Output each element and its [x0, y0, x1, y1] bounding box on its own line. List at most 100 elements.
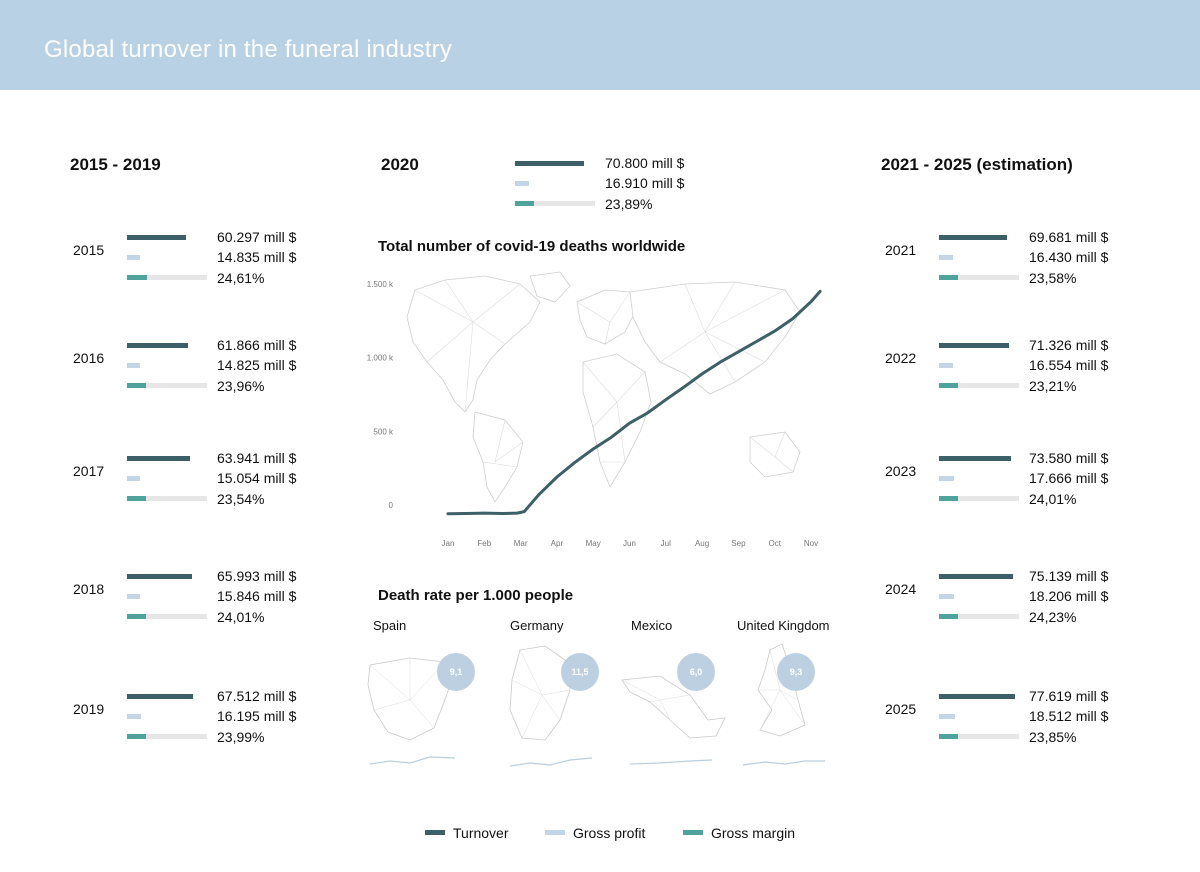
legend-swatch-gross-profit — [545, 830, 565, 835]
year-2021-gross-margin-value: 23,58% — [1029, 270, 1077, 286]
year-2016-gross-margin-track — [127, 383, 207, 388]
legend-label-turnover: Turnover — [453, 825, 509, 841]
south-america-shape — [472, 411, 524, 503]
country-maps — [367, 643, 825, 767]
year-2025-gross-margin-track — [939, 734, 1019, 739]
year-2024-gross-margin-bar — [939, 614, 958, 619]
spain-trend-line — [369, 756, 456, 765]
greenland-shape — [529, 271, 571, 303]
x-tick-label: Apr — [551, 539, 564, 548]
year-2024-gross-profit-value: 18.206 mill $ — [1029, 588, 1109, 604]
x-tick-label: May — [586, 539, 601, 548]
year-2022-turnover-value: 71.326 mill $ — [1029, 337, 1109, 353]
year-2025-year-label: 2025 — [885, 701, 917, 717]
year-2024-gross-margin-track — [939, 614, 1019, 619]
year-2022-gross-margin-bar — [939, 383, 958, 388]
year-2018-year-label: 2018 — [73, 581, 105, 597]
year-2023-gross-profit-bar — [939, 476, 954, 481]
year-2024-gross-profit-bar — [939, 594, 954, 599]
covid-chart-title: Total number of covid-19 deaths worldwid… — [378, 238, 686, 255]
year-2019-gross-margin-value: 23,99% — [217, 729, 265, 745]
year-2021-turnover-bar — [939, 235, 1007, 240]
australia-shape — [749, 431, 801, 478]
x-tick-label: Jul — [661, 539, 671, 548]
year-2017-year-label: 2017 — [73, 463, 105, 479]
asia-shape — [629, 281, 801, 395]
y-tick-label: 1.000 k — [367, 354, 394, 363]
year-2023-gross-margin-value: 24,01% — [1029, 491, 1077, 507]
year-2024-turnover-bar — [939, 574, 1013, 579]
death-rate-title: Death rate per 1.000 people — [378, 587, 574, 604]
year-2023-gross-margin-track — [939, 496, 1019, 501]
mexico-trend-line — [629, 759, 713, 765]
country-mesh-lines — [369, 649, 806, 739]
year-2019-gross-margin-track — [127, 734, 207, 739]
year-2017-turnover-value: 63.941 mill $ — [217, 450, 297, 466]
year-2024-gross-margin-value: 24,23% — [1029, 609, 1077, 625]
year-2025-gross-profit-value: 18.512 mill $ — [1029, 708, 1109, 724]
year-2022-year-label: 2022 — [885, 350, 917, 366]
covid-deaths-chart: 0 500 k 1.000 k 1.500 k Jan Feb Mar Apr May Jun J… — [367, 271, 822, 548]
x-tick-label: Mar — [514, 539, 528, 548]
year-2016-year-label: 2016 — [73, 350, 105, 366]
x-tick-label: Oct — [768, 539, 781, 548]
year-2016-turnover-bar — [127, 343, 188, 348]
year-2019-gross-margin-bar — [127, 734, 146, 739]
uk-trend-line — [742, 760, 825, 766]
year-2017-gross-margin-value: 23,54% — [217, 491, 265, 507]
year-2018-turnover-value: 65.993 mill $ — [217, 568, 297, 584]
country-name-mexico: Mexico — [631, 618, 673, 633]
year-2025-gross-margin-value: 23,85% — [1029, 729, 1077, 745]
year-2018-gross-profit-value: 15.846 mill $ — [217, 588, 297, 604]
year-2021-gross-margin-bar — [939, 275, 958, 280]
year-2016-gross-margin-value: 23,96% — [217, 378, 265, 394]
germany-trend-line — [509, 757, 593, 767]
year-2019-year-label: 2019 — [73, 701, 105, 717]
year-2015-year-label: 2015 — [73, 242, 105, 258]
year-2023-gross-margin-bar — [939, 496, 958, 501]
legend-swatch-turnover — [425, 830, 445, 835]
year-2022-turnover-bar — [939, 343, 1009, 348]
right-section-heading: 2021 - 2025 (estimation) — [881, 155, 1073, 174]
year-2024-year-label: 2024 — [885, 581, 917, 597]
year-2019-turnover-value: 67.512 mill $ — [217, 688, 297, 704]
year-2018-gross-margin-value: 24,01% — [217, 609, 265, 625]
death-rate-badge-united-kingdom: 9,3 — [777, 653, 815, 691]
year-2017-gross-profit-bar — [127, 476, 140, 481]
x-tick-label: Feb — [477, 539, 491, 548]
header-banner: Global turnover in the funeral industry — [0, 0, 1200, 90]
covid-deaths-line — [446, 289, 822, 516]
year-2023-turnover-bar — [939, 456, 1011, 461]
mesh-lines — [414, 279, 794, 473]
year-2022-gross-profit-value: 16.554 mill $ — [1029, 357, 1109, 373]
center-section-heading: 2020 — [381, 155, 419, 174]
country-name-united-kingdom: United Kingdom — [737, 618, 830, 633]
x-tick-label: Jan — [442, 539, 455, 548]
europe-shape — [576, 289, 636, 345]
mexico-map-shape — [621, 675, 726, 739]
year-2017-turnover-bar — [127, 456, 190, 461]
year-2023-gross-profit-value: 17.666 mill $ — [1029, 470, 1109, 486]
x-tick-label: Aug — [695, 539, 709, 548]
year-2016-gross-profit-value: 14.825 mill $ — [217, 357, 297, 373]
year-2015-gross-margin-bar — [127, 275, 147, 280]
year-2020-gross-margin-value: 23,89% — [605, 196, 653, 212]
legend-label-gross-profit: Gross profit — [573, 825, 646, 841]
year-2015-gross-profit-bar — [127, 255, 140, 260]
death-rate-badge-mexico: 6,0 — [677, 653, 715, 691]
year-2017-gross-margin-track — [127, 496, 207, 501]
year-2016-turnover-value: 61.866 mill $ — [217, 337, 297, 353]
year-2023-turnover-value: 73.580 mill $ — [1029, 450, 1109, 466]
page-title: Global turnover in the funeral industry — [44, 36, 453, 63]
year-2015-turnover-value: 60.297 mill $ — [217, 229, 297, 245]
legend-label-gross-margin: Gross margin — [711, 825, 796, 841]
year-2020-gross-margin-bar — [515, 201, 534, 206]
year-2015-turnover-bar — [127, 235, 186, 240]
left-section-heading: 2015 - 2019 — [70, 155, 161, 174]
legend-swatch-gross-margin — [683, 830, 703, 835]
map-triangulation — [414, 279, 794, 473]
year-2021-gross-profit-value: 16.430 mill $ — [1029, 249, 1109, 265]
country-name-spain: Spain — [373, 618, 407, 633]
year-2019-turnover-bar — [127, 694, 193, 699]
year-2016-gross-margin-bar — [127, 383, 146, 388]
